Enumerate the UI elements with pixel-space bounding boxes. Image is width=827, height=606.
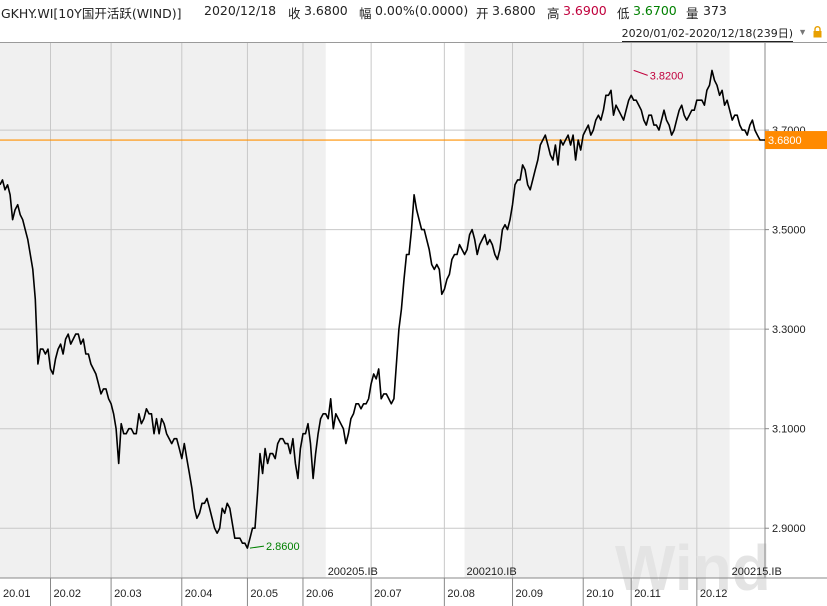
range-bar: 2020/01/02-2020/12/18(239日) ▼ bbox=[0, 22, 827, 43]
high-annotation-label: 3.8200 bbox=[650, 70, 684, 82]
y-tick-label: 3.3000 bbox=[772, 324, 806, 336]
low-label: 低 bbox=[617, 6, 630, 21]
x-tick-label: 20.05 bbox=[250, 588, 278, 600]
symbol-name: GKHY.WI[10Y国开活跃(WIND)] bbox=[1, 6, 182, 21]
y-tick-label: 3.1000 bbox=[772, 424, 806, 436]
price-line bbox=[0, 69, 765, 549]
shaded-period-0 bbox=[0, 43, 326, 578]
y-tick-label: 2.9000 bbox=[772, 523, 806, 535]
lock-icon[interactable] bbox=[812, 26, 823, 38]
x-tick-label: 20.09 bbox=[516, 588, 544, 600]
open-label: 开 bbox=[476, 6, 489, 21]
x-tick-label: 20.03 bbox=[114, 588, 142, 600]
high-leader-line bbox=[633, 69, 648, 76]
change-value: 0.00%(0.0000) bbox=[375, 3, 469, 18]
change-label: 幅 bbox=[359, 6, 372, 21]
x-tick-label: 20.11 bbox=[634, 588, 661, 600]
x-tick-label: 20.10 bbox=[586, 588, 614, 600]
low-leader-line bbox=[249, 545, 265, 549]
x-tick-label: 20.12 bbox=[700, 588, 728, 600]
x-tick-label: 20.06 bbox=[306, 588, 334, 600]
date-range-selector[interactable]: 2020/01/02-2020/12/18(239日) bbox=[621, 27, 793, 42]
quote-header: GKHY.WI[10Y国开活跃(WIND)] 2020/12/18 收 3.68… bbox=[0, 0, 827, 22]
x-tick-label: 20.02 bbox=[53, 588, 81, 600]
watermark-text: Wind bbox=[615, 532, 771, 604]
y-tick-label: 3.5000 bbox=[772, 225, 806, 237]
x-tick-label: 20.01 bbox=[3, 588, 31, 600]
current-price-label: 3.6800 bbox=[768, 135, 802, 147]
gridlines bbox=[0, 43, 765, 578]
triangle-down-icon[interactable]: ▼ bbox=[798, 27, 807, 37]
annotations: 3.8200 2.8600 bbox=[249, 69, 684, 553]
open-value: 3.6800 bbox=[492, 3, 536, 18]
low-value: 3.6700 bbox=[633, 3, 677, 18]
low-annotation-label: 2.8600 bbox=[266, 541, 300, 553]
contract-label: 200215.IB bbox=[732, 566, 782, 578]
x-tick-label: 20.04 bbox=[185, 588, 213, 600]
x-tick-label: 20.07 bbox=[374, 588, 402, 600]
current-price-tag bbox=[765, 131, 827, 150]
quote-date: 2020/12/18 bbox=[204, 3, 277, 18]
axes: 3.70003.50003.30003.10002.900020.0120.02… bbox=[0, 43, 827, 606]
contract-label: 200210.IB bbox=[467, 566, 517, 578]
wind-watermark: Wind bbox=[615, 532, 771, 604]
high-label: 高 bbox=[547, 6, 560, 21]
volume-value: 373 bbox=[703, 3, 727, 18]
contract-label: 200205.IB bbox=[328, 566, 378, 578]
shaded-period-1 bbox=[464, 43, 730, 578]
volume-label: 量 bbox=[686, 6, 699, 21]
close-label: 收 bbox=[288, 6, 301, 21]
x-tick-label: 20.08 bbox=[447, 588, 475, 600]
contract-shading bbox=[0, 43, 730, 578]
close-value: 3.6800 bbox=[304, 3, 348, 18]
price-series bbox=[0, 69, 765, 549]
high-value: 3.6900 bbox=[563, 3, 607, 18]
